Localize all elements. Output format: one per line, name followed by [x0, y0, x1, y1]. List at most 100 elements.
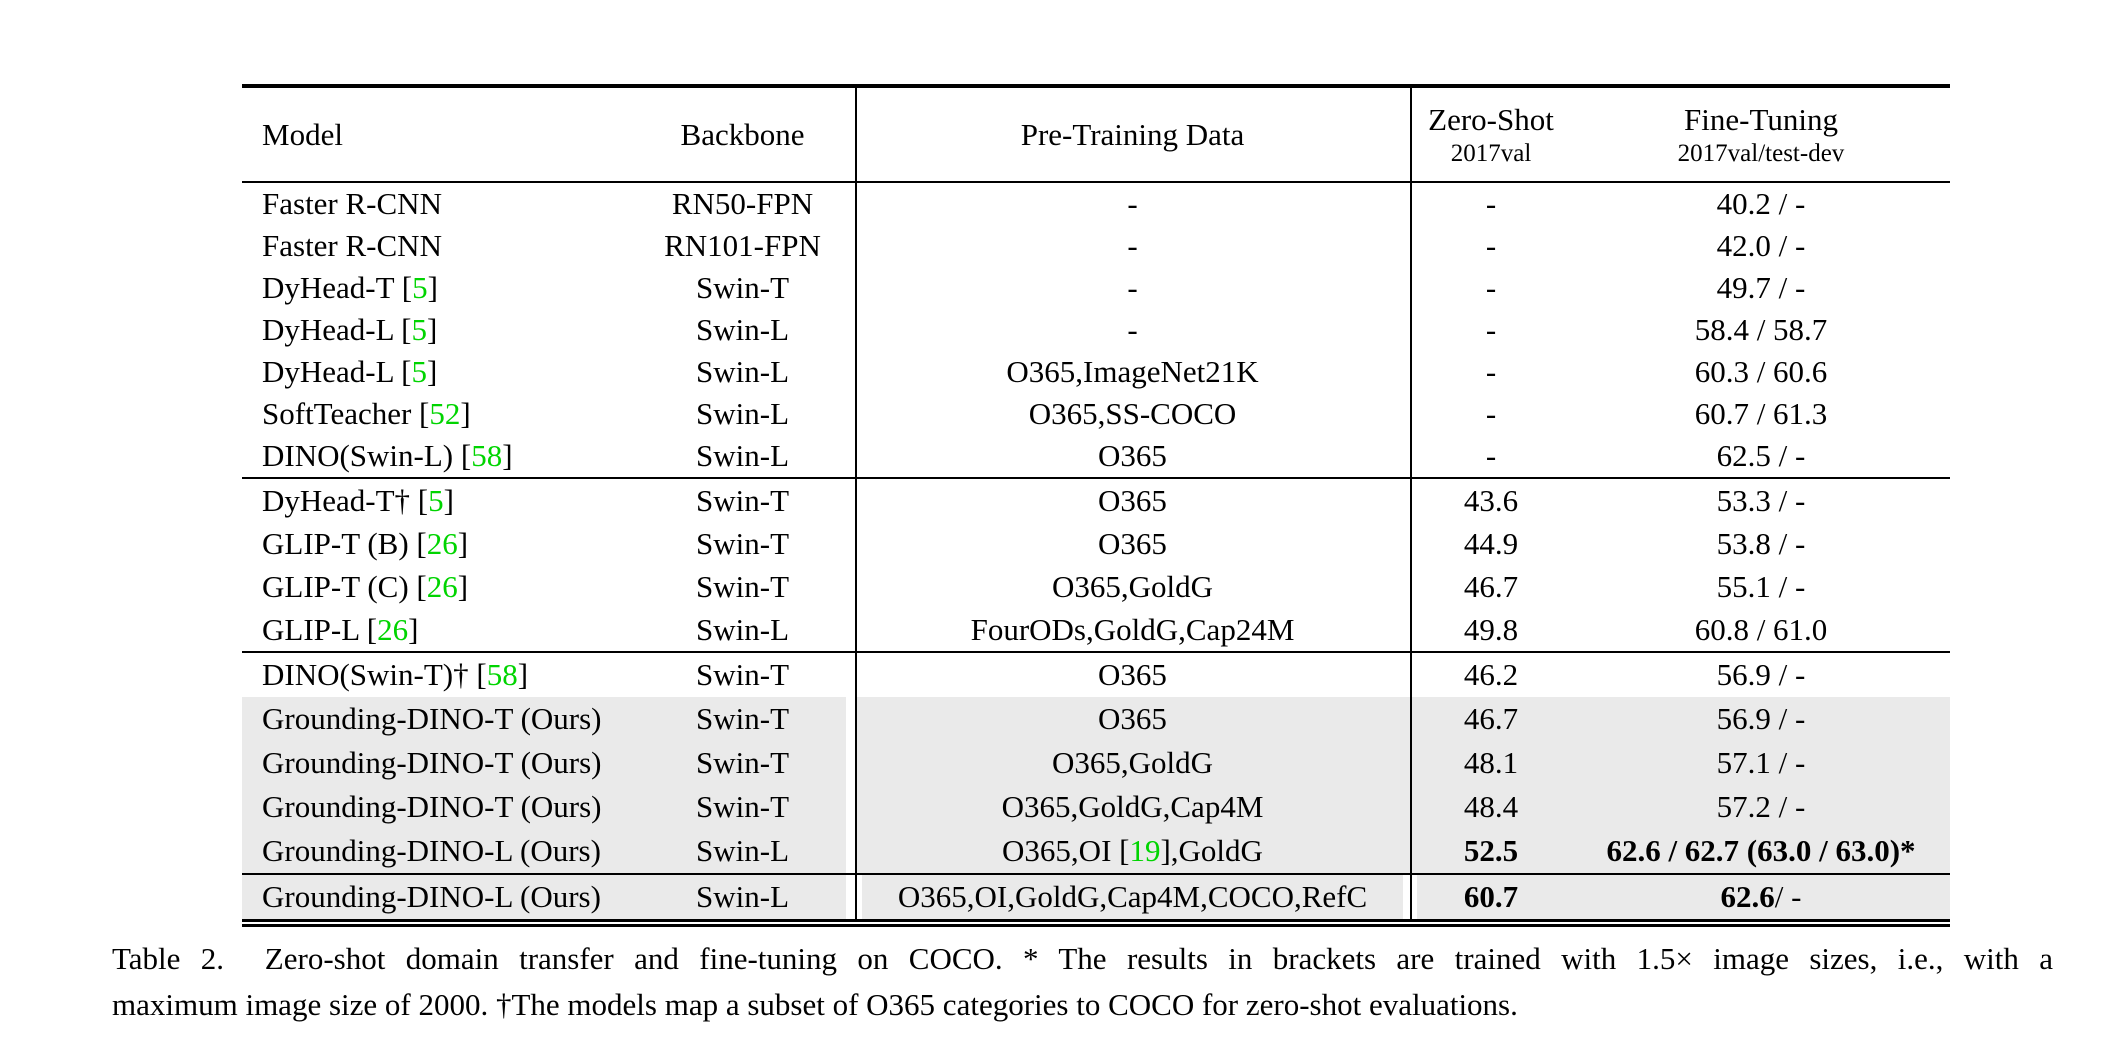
citation-link[interactable]: 5 — [411, 354, 427, 389]
table-row: DyHead-L [5] Swin-L - - 58.4 / 58.7 — [242, 309, 1950, 351]
cell-backbone: Swin-T — [696, 568, 789, 604]
table-row: Grounding-DINO-T (Ours) Swin-T O365 46.7 56.… — [242, 697, 1950, 741]
cell-pretrain-data: O365,GoldG,Cap4M — [855, 785, 1410, 829]
cell-fine-tuning: 60.3 / 60.6 — [1694, 354, 1828, 389]
citation-link[interactable]: 26 — [426, 568, 458, 604]
cell-backbone: Swin-L — [630, 875, 855, 919]
horizontal-rule-group3 — [242, 873, 1950, 875]
cell-zero-shot: 46.7 — [1410, 697, 1572, 741]
cell-backbone: Swin-T — [630, 697, 855, 741]
cell-backbone: Swin-L — [696, 438, 789, 473]
citation-link[interactable]: 5 — [428, 482, 444, 518]
cell-model: Grounding-DINO-L (Ours) — [242, 829, 630, 873]
citation-link[interactable]: 19 — [1129, 833, 1161, 868]
cell-pretrain-data: O365,OI,GoldG,Cap4M,COCO,RefC — [855, 875, 1410, 919]
cell-model: DINO(Swin-L) [58] — [262, 438, 513, 473]
table-row: Grounding-DINO-T (Ours) Swin-T O365,GoldG 4… — [242, 741, 1950, 785]
table-row: SoftTeacher [52] Swin-L O365,SS-COCO - 60.7 … — [242, 393, 1950, 435]
cell-pretrain-data: O365,GoldG — [1051, 568, 1214, 604]
citation-link[interactable]: 58 — [486, 657, 518, 692]
column-header-fine-tuning-label: Fine-Tuning — [1684, 101, 1838, 137]
column-header-fine-tuning-sublabel: 2017val/test-dev — [1677, 139, 1845, 167]
cell-pretrain-data: FourODs,GoldG,Cap24M — [970, 611, 1295, 647]
cell-model: DyHead-L [5] — [262, 312, 438, 347]
horizontal-rule-bottom — [242, 919, 1950, 927]
cell-backbone: RN101-FPN — [664, 228, 821, 263]
column-header-fine-tuning: Fine-Tuning 2017val/test-dev — [1572, 88, 1950, 181]
cell-pretrain-data: O365,SS-COCO — [1028, 396, 1237, 431]
table-row: Grounding-DINO-T (Ours) Swin-T O365,GoldG,… — [242, 785, 1950, 829]
vertical-rule-pretrain-zeroshot — [1410, 88, 1412, 919]
cell-zero-shot: 46.7 — [1463, 568, 1519, 604]
cell-zero-shot: 43.6 — [1463, 482, 1519, 518]
cell-model: DINO(Swin-T)† [58] — [262, 657, 529, 692]
cell-model: DyHead-T† [5] — [262, 482, 454, 518]
citation-link[interactable]: 5 — [412, 270, 428, 305]
cell-zero-shot: - — [1485, 228, 1497, 263]
cell-model: DyHead-T [5] — [262, 270, 438, 305]
table-header-row: Model Backbone Pre-Training Data Zero-Sh… — [242, 88, 1950, 181]
cell-zero-shot: 46.2 — [1463, 657, 1519, 692]
vertical-rule-backbone-pretrain — [855, 88, 857, 919]
citation-link[interactable]: 58 — [471, 438, 503, 473]
horizontal-rule-after-header — [242, 181, 1950, 183]
cell-zero-shot: 52.5 — [1410, 829, 1572, 873]
cell-backbone: Swin-L — [630, 829, 855, 873]
cell-backbone: Swin-T — [696, 525, 789, 561]
cell-fine-tuning: 62.6 / 62.7 (63.0 / 63.0)* — [1572, 829, 1950, 873]
cell-fine-tuning: 57.2 / - — [1572, 785, 1950, 829]
cell-fine-tuning: 56.9 / - — [1716, 657, 1806, 692]
table-row: Grounding-DINO-L (Ours) Swin-L O365,OI,Gol… — [242, 875, 1950, 919]
table-row: DyHead-T† [5] Swin-T O365 43.6 53.3 / - — [242, 479, 1950, 522]
cell-backbone: Swin-T — [630, 785, 855, 829]
cell-zero-shot: - — [1485, 396, 1497, 431]
cell-model: Grounding-DINO-T (Ours) — [242, 785, 630, 829]
cell-model: SoftTeacher [52] — [262, 396, 471, 431]
cell-fine-tuning: 40.2 / - — [1716, 186, 1806, 221]
cell-pretrain-data: O365 — [1098, 525, 1167, 561]
cell-fine-tuning: 49.7 / - — [1716, 270, 1806, 305]
table-group-grounding-dino-large: Grounding-DINO-L (Ours) Swin-L O365,OI,Gol… — [242, 875, 1950, 919]
table-row: DINO(Swin-L) [58] Swin-L O365 - 62.5 / - — [242, 435, 1950, 477]
cell-backbone: Swin-T — [696, 657, 789, 692]
cell-pretrain-data: O365,ImageNet21K — [1006, 354, 1259, 389]
cell-fine-tuning: 60.8 / 61.0 — [1694, 611, 1828, 647]
cell-backbone: RN50-FPN — [671, 186, 814, 221]
citation-link[interactable]: 52 — [429, 396, 461, 431]
column-header-pretraining-data-label: Pre-Training Data — [1020, 116, 1245, 152]
table-row: GLIP-T (C) [26] Swin-T O365,GoldG 46.7 55.1 … — [242, 565, 1950, 608]
table-row: DINO(Swin-T)† [58] Swin-T O365 46.2 56.9 / - — [242, 653, 1950, 697]
cell-model: GLIP-T (C) [26] — [262, 568, 469, 604]
column-header-pretraining-data: Pre-Training Data — [855, 88, 1410, 181]
cell-zero-shot: - — [1485, 186, 1497, 221]
cell-zero-shot: 48.4 — [1410, 785, 1572, 829]
citation-link[interactable]: 5 — [411, 312, 427, 347]
cell-pretrain-data: O365,GoldG — [855, 741, 1410, 785]
cell-pretrain-data: O365,OI [19],GoldG — [855, 829, 1410, 873]
citation-link[interactable]: 26 — [426, 525, 458, 561]
citation-link[interactable]: 26 — [377, 611, 409, 647]
cell-pretrain-data: O365 — [1098, 482, 1167, 518]
cell-model: GLIP-L [26] — [262, 611, 419, 647]
cell-zero-shot: - — [1485, 354, 1497, 389]
table-row: GLIP-T (B) [26] Swin-T O365 44.9 53.8 / - — [242, 522, 1950, 565]
table-group-zeroshot-baselines: DyHead-T† [5] Swin-T O365 43.6 53.3 / - GLIP-… — [242, 479, 1950, 651]
cell-zero-shot: 60.7 — [1410, 875, 1572, 919]
table-row: Faster R-CNN RN50-FPN - - 40.2 / - — [242, 183, 1950, 225]
cell-pretrain-data: - — [1127, 312, 1138, 347]
cell-fine-tuning: 60.7 / 61.3 — [1694, 396, 1828, 431]
cell-fine-tuning: 58.4 / 58.7 — [1694, 312, 1828, 347]
column-header-backbone-label: Backbone — [680, 116, 805, 152]
cell-fine-tuning: 53.8 / - — [1716, 525, 1806, 561]
table-row: DyHead-T [5] Swin-T - - 49.7 / - — [242, 267, 1950, 309]
table-caption-line2: maximum image size of 2000. †The models … — [112, 987, 1518, 1022]
column-header-model-label: Model — [262, 116, 343, 152]
cell-fine-tuning: 62.5 / - — [1716, 438, 1806, 473]
table-row: DyHead-L [5] Swin-L O365,ImageNet21K - 60.3 … — [242, 351, 1950, 393]
cell-backbone: Swin-T — [696, 482, 789, 518]
horizontal-rule-group2 — [242, 651, 1950, 653]
cell-model: Faster R-CNN — [262, 228, 442, 263]
column-header-backbone: Backbone — [630, 88, 855, 181]
cell-model: Grounding-DINO-T (Ours) — [242, 697, 630, 741]
horizontal-rule-top — [242, 84, 1950, 88]
